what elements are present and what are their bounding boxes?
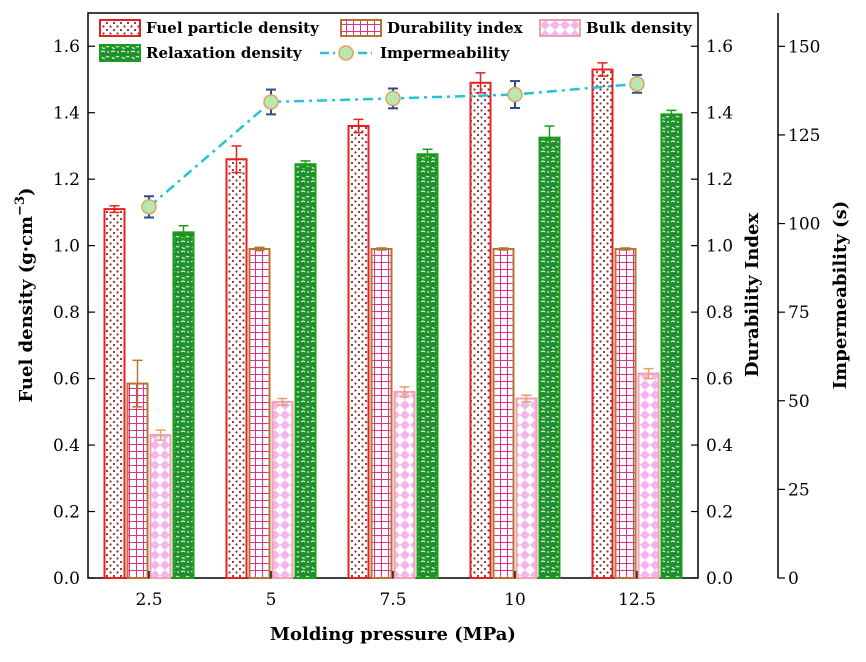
y-right2-tick-label-125: 125 [788,126,820,146]
y-axis-title-left: Fuel density (g·cm−3) [13,187,37,402]
legend-swatch-bulk [539,19,581,37]
y-axis-title-right2: Impermeability (s) [830,201,851,389]
y-right1-tick-label-1.0: 1.0 [706,237,733,257]
bar-bulk-5 [271,400,294,579]
legend-label-relaxation: Relaxation density [146,44,303,62]
y-right2-tick-label-150: 150 [788,37,820,57]
y-left-tick-label-0.4: 0.4 [53,436,80,456]
bar-durability-2.5 [126,382,149,579]
x-tick-label-12.5: 12.5 [618,590,656,610]
bar-bulk-12.5 [637,372,660,579]
point-impermeability-2.5 [141,199,157,215]
bar-relaxation-5 [294,163,317,579]
bar-fuel-10 [469,81,492,579]
legend: Fuel particle density Durability index B… [99,19,693,62]
bar-fuel-7.5 [347,125,370,579]
y-right2-tick-label-25: 25 [788,480,810,500]
legend-label-impermeability: Impermeability [380,44,510,62]
y-right2-tick-label-50: 50 [788,392,810,412]
point-impermeability-7.5 [385,90,401,107]
bar-fuel-5 [225,158,248,579]
y-left-tick-label-0.8: 0.8 [53,303,80,323]
y-left-tick-label-1.2: 1.2 [53,170,80,190]
bar-bulk-2.5 [149,434,172,579]
y-axis-title-left-close: ) [16,187,37,196]
y-right2-tick-label-75: 75 [788,303,810,323]
legend-label-durability: Durability index [387,19,524,37]
y-right1-tick-label-0.6: 0.6 [706,370,733,390]
bar-relaxation-12.5 [660,113,683,579]
bar-bulk-10 [515,397,538,579]
point-impermeability-10 [507,86,523,103]
bar-durability-5 [248,247,271,579]
bars-group [103,68,683,580]
y-left-tick-label-1.4: 1.4 [53,104,80,124]
legend-swatch-fuel [99,19,141,37]
ticks-group: 0.0 0.2 0.4 0.6 0.8 1.0 1.2 1.4 1.6 0.0 0.2 0.4 0.6 0… [53,37,821,610]
y-axis-title-right1: Durability Index [742,213,763,378]
x-tick-label-5: 5 [266,590,277,610]
y-right1-tick-label-0.8: 0.8 [706,303,733,323]
legend-swatch-relaxation [99,44,141,62]
impermeability-line-group [141,74,645,219]
x-tick-label-2.5: 2.5 [135,590,162,610]
y-right2-tick-label-100: 100 [788,215,820,235]
x-tick-label-10: 10 [504,590,526,610]
legend-swatch-durability [340,19,382,37]
bar-fuel-2.5 [103,208,126,580]
bar-relaxation-2.5 [172,231,195,579]
legend-label-fuel: Fuel particle density [146,19,320,37]
bar-relaxation-7.5 [416,153,439,579]
bar-fuel-12.5 [591,68,614,579]
y-right1-tick-label-1.6: 1.6 [706,37,733,57]
bar-durability-10 [492,247,515,579]
errorbars-group [109,62,677,441]
y-left-tick-label-0.0: 0.0 [53,569,80,589]
y-right1-tick-label-1.4: 1.4 [706,104,733,124]
y-left-tick-label-1.0: 1.0 [53,237,80,257]
y-right1-tick-label-1.2: 1.2 [706,170,733,190]
y-right1-tick-label-0.0: 0.0 [706,569,733,589]
bar-bulk-7.5 [393,390,416,579]
point-impermeability-5 [263,94,279,110]
legend-marker-impermeability [338,45,354,61]
y-left-tick-label-1.6: 1.6 [53,37,80,57]
y-left-tick-label-0.6: 0.6 [53,370,80,390]
y-right1-tick-label-0.4: 0.4 [706,436,733,456]
y-left-tick-label-0.2: 0.2 [53,503,80,523]
y-axis-title-left-sup: −3 [13,196,28,216]
legend-label-bulk: Bulk density [586,19,693,37]
bar-durability-7.5 [370,247,393,579]
y-axis-title-left-main: Fuel density (g·cm [16,216,37,403]
bar-relaxation-10 [538,136,561,579]
y-right1-tick-label-0.2: 0.2 [706,503,733,523]
bar-durability-12.5 [614,247,637,579]
point-impermeability-12.5 [629,76,645,92]
x-tick-label-7.5: 7.5 [379,590,406,610]
x-axis-title: Molding pressure (MPa) [270,624,516,645]
y-right2-tick-label-0: 0 [788,569,799,589]
